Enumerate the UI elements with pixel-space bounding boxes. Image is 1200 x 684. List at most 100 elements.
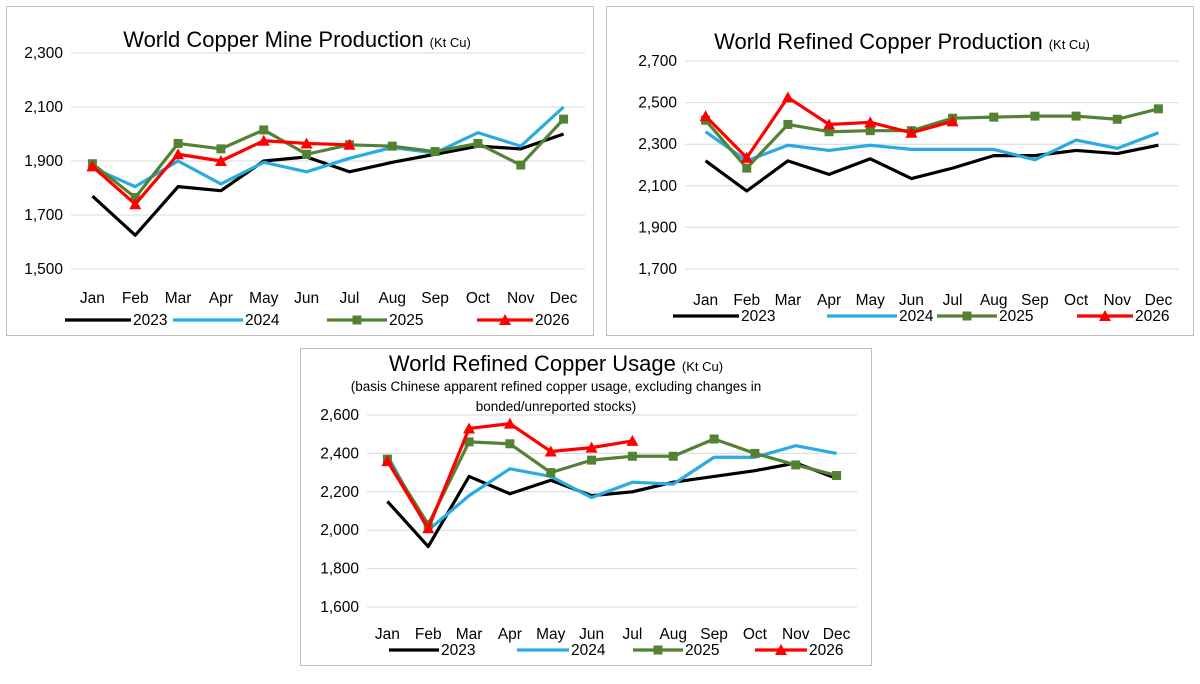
data-point-2026 [463,422,476,434]
data-point-2026 [422,522,435,534]
x-tick-label: Apr [498,626,522,643]
y-tick-label: 2,100 [24,99,63,116]
legend-item-2023: 2023 [673,308,775,325]
x-tick-label: Aug [980,292,1008,309]
data-point-2025 [791,460,801,470]
x-tick-label: Jan [80,290,105,307]
x-tick-label: Apr [817,292,841,309]
data-point-2025 [1153,104,1163,114]
x-tick-label: Jun [899,292,924,309]
legend-item-2025: 2025 [327,312,423,329]
x-tick-label: Nov [782,626,810,643]
data-point-2025 [259,125,269,135]
chart-panel-refined-production: World Refined Copper Production (Kt Cu) 1,… [606,6,1194,336]
y-tick-label: 1,500 [24,261,63,278]
series-line-2025 [91,118,565,200]
y-tick-label: 2,300 [24,45,63,62]
data-point-2026 [626,434,639,446]
x-tick-label: Jul [340,290,360,307]
data-point-2025 [505,439,515,449]
x-tick-label: Oct [743,626,768,643]
x-tick-label: Oct [466,290,491,307]
y-tick-label: 2,700 [638,53,677,70]
legend-marker [1099,310,1111,321]
chart-title: World Refined Copper Usage (Kt Cu) [389,351,723,376]
data-point-2026 [585,441,598,453]
x-tick-label: Mar [775,292,802,309]
chart-subtitle: bonded/unreported stocks) [476,399,637,414]
x-tick-label: Jun [294,290,319,307]
x-tick-label: Dec [1145,292,1173,309]
series-line-2025 [386,437,837,527]
data-point-2026 [343,138,356,150]
legend-item-2026: 2026 [755,642,843,659]
data-point-2025 [832,470,842,480]
x-tick-label: Nov [1103,292,1131,309]
data-point-2026 [381,455,394,467]
legend-marker [962,311,972,321]
chart-subtitle: (basis Chinese apparent refined copper u… [351,379,762,394]
chart-title: World Copper Mine Production (Kt Cu) [123,27,471,52]
chart-refined-usage: World Refined Copper Usage (Kt Cu) (basis … [320,351,857,659]
data-point-2025 [516,160,526,170]
chart-unit: (Kt Cu) [430,35,471,50]
legend-label: 2023 [441,642,475,659]
legend-marker [775,644,787,655]
x-tick-label: Aug [659,626,687,643]
data-point-2025 [430,147,440,157]
data-point-2025 [302,149,312,159]
x-tick-label: Sep [421,290,449,307]
data-point-2026 [129,198,142,210]
legend-label: 2025 [685,642,719,659]
data-point-2026 [864,116,877,128]
data-point-2026 [905,126,918,138]
legend-label: 2025 [389,312,423,329]
legend-label: 2026 [1135,308,1169,325]
x-tick-label: May [856,292,886,309]
legend-item-2025: 2025 [633,642,719,659]
chart-unit: (Kt Cu) [682,359,723,374]
data-point-2025 [1071,111,1081,121]
chart-panel-mine-production: World Copper Mine Production (Kt Cu) 1,500… [6,6,594,336]
data-point-2025 [989,112,999,122]
legend-item-2023: 2023 [389,642,475,659]
data-point-2025 [464,437,474,447]
y-tick-label: 2,200 [320,484,359,501]
legend-item-2026: 2026 [477,312,569,329]
x-tick-label: Jun [579,626,604,643]
x-tick-label: Mar [456,626,483,643]
legend-label: 2026 [809,642,843,659]
x-tick-label: Sep [1021,292,1049,309]
legend-label: 2023 [133,312,167,329]
x-tick-label: Jan [693,292,718,309]
legend-label: 2024 [245,312,280,329]
legend-marker [499,314,511,325]
legend-item-2024: 2024 [517,642,606,659]
data-point-2025 [587,455,597,465]
data-point-2026 [946,115,959,127]
y-tick-label: 2,600 [320,407,359,424]
data-point-2026 [214,155,227,166]
x-tick-label: Dec [823,626,851,643]
x-tick-label: Feb [415,626,442,643]
series-line-2024 [91,105,565,189]
legend-item-2025: 2025 [937,308,1033,325]
data-point-2025 [1030,111,1040,121]
x-tick-label: Feb [122,290,149,307]
y-tick-label: 1,900 [638,219,677,236]
data-point-2025 [559,114,569,124]
data-point-2025 [473,138,483,148]
chart-panel-refined-usage: World Refined Copper Usage (Kt Cu) (basis … [300,348,872,666]
data-point-2025 [750,448,760,458]
y-tick-label: 1,600 [320,599,359,616]
y-tick-label: 1,700 [638,261,677,278]
x-tick-label: Mar [165,290,192,307]
chart-title-text: World Refined Copper Usage [389,351,676,376]
series-line-2025 [704,107,1159,170]
chart-title-text: World Refined Copper Production [714,29,1043,54]
legend-label: 2024 [571,642,606,659]
x-tick-label: Aug [378,290,406,307]
data-point-2026 [503,417,516,429]
legend-item-2023: 2023 [65,312,167,329]
chart-unit: (Kt Cu) [1049,37,1090,52]
